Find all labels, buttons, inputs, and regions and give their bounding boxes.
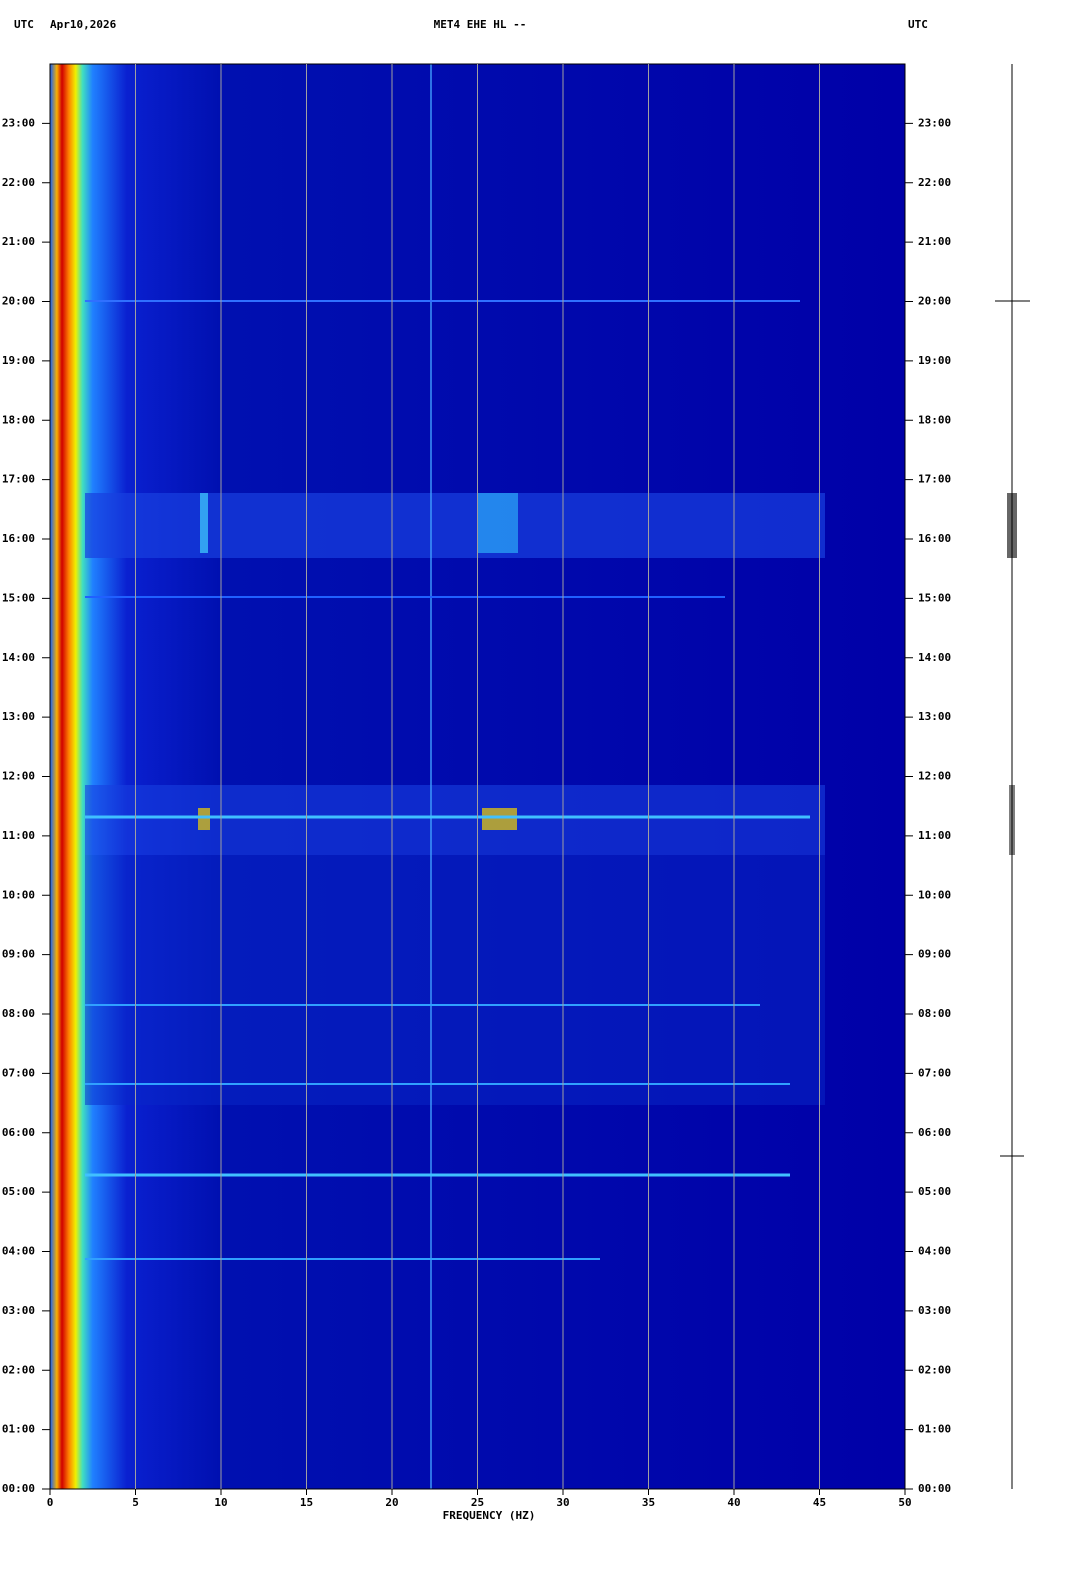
chart-title: MET4 EHE HL --: [434, 18, 527, 31]
x-tick-label: 15: [300, 1496, 313, 1509]
noise-band: [85, 785, 825, 855]
trace-burst: [1007, 493, 1017, 558]
y-tick-label-right: 03:00: [918, 1304, 951, 1317]
x-tick-label: 20: [385, 1496, 398, 1509]
y-tick-label-left: 15:00: [2, 591, 35, 604]
trace-burst: [1009, 785, 1015, 855]
x-tick-label: 10: [214, 1496, 227, 1509]
y-tick-label-left: 08:00: [2, 1007, 35, 1020]
y-tick-label-right: 00:00: [918, 1482, 951, 1495]
y-tick-label-right: 07:00: [918, 1066, 951, 1079]
y-tick-label-left: 02:00: [2, 1363, 35, 1376]
noise-patch: [482, 808, 517, 830]
noise-patch: [200, 493, 208, 553]
noise-band: [85, 855, 825, 1105]
y-tick-label-left: 19:00: [2, 354, 35, 367]
noise-band: [85, 493, 825, 558]
y-tick-label-left: 04:00: [2, 1245, 35, 1258]
seismogram-trace: [995, 64, 1030, 1489]
x-tick-label: 25: [471, 1496, 484, 1509]
y-tick-label-right: 01:00: [918, 1423, 951, 1436]
x-tick-label: 5: [132, 1496, 139, 1509]
y-tick-label-left: 18:00: [2, 413, 35, 426]
y-tick-label-right: 12:00: [918, 770, 951, 783]
y-tick-label-left: 03:00: [2, 1304, 35, 1317]
x-tick-label: 30: [556, 1496, 569, 1509]
y-tick-label-right: 08:00: [918, 1007, 951, 1020]
y-tick-label-left: 01:00: [2, 1423, 35, 1436]
header-date: Apr10,2026: [50, 18, 117, 31]
y-tick-label-right: 22:00: [918, 176, 951, 189]
y-tick-label-left: 17:00: [2, 473, 35, 486]
y-tick-label-right: 10:00: [918, 888, 951, 901]
noise-patch: [198, 808, 210, 830]
y-tick-label-right: 18:00: [918, 413, 951, 426]
x-tick-label: 35: [642, 1496, 655, 1509]
y-tick-label-right: 21:00: [918, 235, 951, 248]
y-tick-label-right: 11:00: [918, 829, 951, 842]
y-tick-label-left: 16:00: [2, 532, 35, 545]
x-tick-label: 0: [47, 1496, 54, 1509]
y-tick-label-left: 06:00: [2, 1126, 35, 1139]
y-tick-label-left: 07:00: [2, 1066, 35, 1079]
y-tick-label-left: 21:00: [2, 235, 35, 248]
y-tick-label-left: 20:00: [2, 295, 35, 308]
x-tick-label: 40: [727, 1496, 740, 1509]
y-tick-label-right: 06:00: [918, 1126, 951, 1139]
header-zone: UTC: [908, 18, 928, 31]
y-tick-label-left: 12:00: [2, 770, 35, 783]
x-tick-label: 50: [898, 1496, 911, 1509]
y-tick-label-right: 19:00: [918, 354, 951, 367]
y-tick-label-left: 14:00: [2, 651, 35, 664]
header-zone: UTC: [14, 18, 34, 31]
y-tick-label-left: 10:00: [2, 888, 35, 901]
y-tick-label-left: 00:00: [2, 1482, 35, 1495]
x-tick-label: 45: [813, 1496, 826, 1509]
y-tick-label-left: 13:00: [2, 710, 35, 723]
y-tick-label-left: 22:00: [2, 176, 35, 189]
y-tick-label-right: 05:00: [918, 1185, 951, 1198]
y-tick-label-left: 23:00: [2, 116, 35, 129]
y-tick-label-left: 05:00: [2, 1185, 35, 1198]
y-tick-label-right: 23:00: [918, 116, 951, 129]
y-tick-label-right: 17:00: [918, 473, 951, 486]
x-axis-label: FREQUENCY (HZ): [443, 1509, 536, 1522]
y-tick-label-right: 16:00: [918, 532, 951, 545]
noise-patch: [478, 493, 518, 553]
y-tick-label-right: 14:00: [918, 651, 951, 664]
y-tick-label-left: 11:00: [2, 829, 35, 842]
y-tick-label-right: 04:00: [918, 1245, 951, 1258]
y-tick-label-right: 20:00: [918, 295, 951, 308]
y-tick-label-right: 09:00: [918, 948, 951, 961]
y-tick-label-right: 15:00: [918, 591, 951, 604]
y-tick-label-right: 02:00: [918, 1363, 951, 1376]
y-tick-label-right: 13:00: [918, 710, 951, 723]
y-tick-label-left: 09:00: [2, 948, 35, 961]
